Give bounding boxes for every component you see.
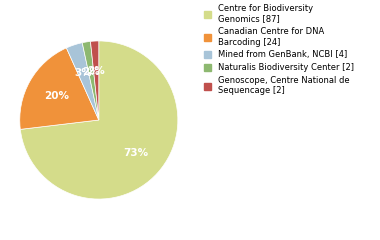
Wedge shape	[82, 42, 99, 120]
Wedge shape	[20, 48, 99, 129]
Text: 2%: 2%	[87, 66, 105, 76]
Text: 20%: 20%	[44, 91, 69, 101]
Text: 2%: 2%	[82, 67, 100, 77]
Legend: Centre for Biodiversity
Genomics [87], Canadian Centre for DNA
Barcoding [24], M: Centre for Biodiversity Genomics [87], C…	[204, 4, 354, 95]
Wedge shape	[20, 41, 178, 199]
Wedge shape	[66, 43, 99, 120]
Text: 73%: 73%	[123, 148, 148, 157]
Wedge shape	[90, 41, 99, 120]
Text: 3%: 3%	[74, 68, 92, 78]
